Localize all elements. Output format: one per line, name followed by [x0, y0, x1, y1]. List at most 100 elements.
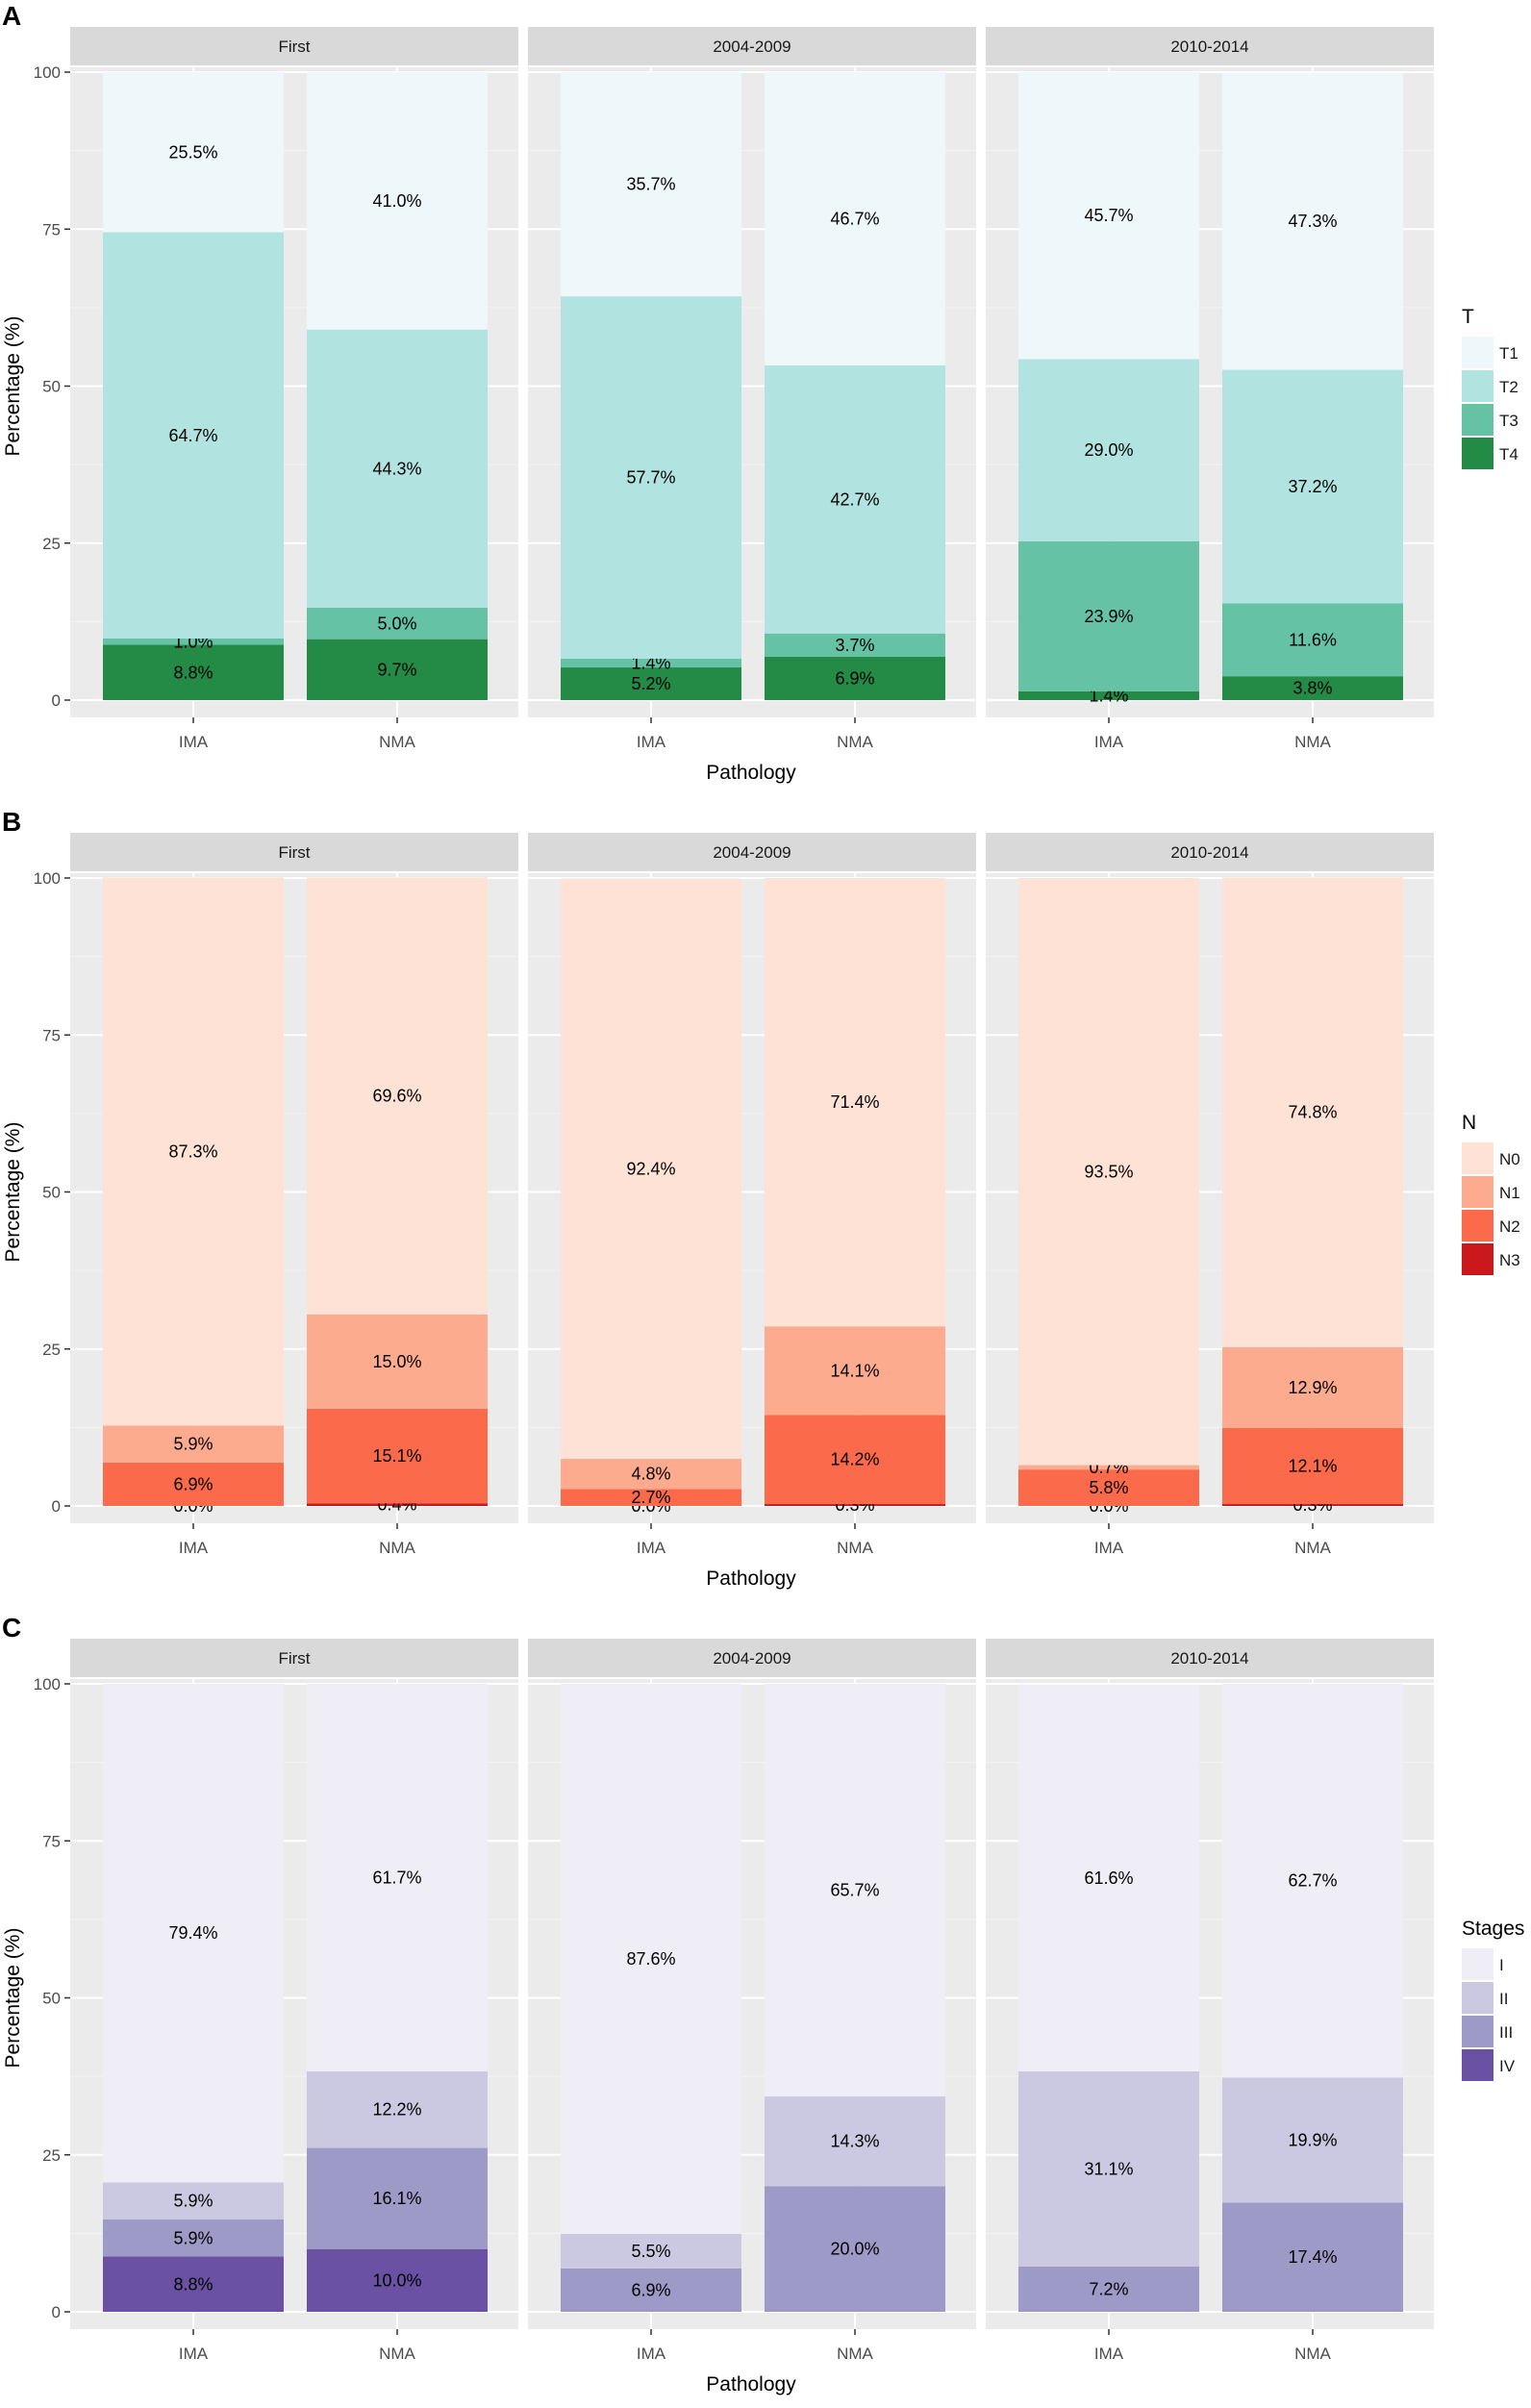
bar-data-label: 87.6% [626, 1949, 675, 1969]
legend-key-N1 [1462, 1176, 1493, 1208]
legend-label: T1 [1499, 344, 1518, 363]
y-tick-label: 75 [42, 1832, 61, 1850]
facet-strip-label: First [278, 38, 310, 56]
facet-strip-label: First [278, 843, 310, 862]
bar-data-label: 23.9% [1084, 607, 1133, 626]
bar-data-label: 19.9% [1288, 2130, 1337, 2149]
panel-letter: A [2, 1, 21, 31]
bar-segment-T2-IMA [103, 232, 284, 640]
bar-segment-N2-NMA [765, 1415, 945, 1505]
bar-segment-N2-NMA [1222, 1428, 1403, 1505]
bar-segment-III-NMA [307, 2147, 488, 2249]
facet-2004-2009: 2004-20090.0%2.7%4.8%92.4%IMA0.3%14.2%14… [528, 833, 976, 1557]
legend-title: T [1462, 306, 1474, 328]
x-tick-label: NMA [837, 733, 873, 751]
y-tick-label: 50 [42, 378, 61, 396]
bar-data-label: 71.4% [830, 1092, 879, 1112]
bar-data-label: 12.9% [1288, 1378, 1337, 1397]
bar-data-label: 12.2% [372, 2100, 421, 2120]
bar-data-label: 15.1% [372, 1446, 421, 1466]
bar-data-label: 69.6% [372, 1087, 421, 1106]
x-tick-label: IMA [637, 2345, 666, 2363]
x-tick-label: IMA [637, 1539, 666, 1557]
facet-strip [528, 1639, 976, 1677]
bar-segment-N2-IMA [1018, 1469, 1199, 1506]
bar-segment-II-NMA [307, 2070, 488, 2148]
x-axis-title: Pathology [706, 762, 796, 784]
facet-strip-label: First [278, 1649, 310, 1668]
facet-strip [528, 833, 976, 871]
bar-data-label: 64.7% [168, 426, 217, 445]
bar-data-label: 8.8% [173, 2274, 213, 2294]
legend-key-T1 [1462, 337, 1493, 368]
y-tick-label: 75 [42, 1026, 61, 1044]
bar-data-label: 3.7% [835, 636, 874, 655]
bar-segment-III-IMA [1018, 2266, 1199, 2312]
panel-C: C First 8.8% 5.9% 5.9% 79.4% IMA 10.0% 16.1% 12.2… [2, 1613, 1524, 2395]
bar-segment-II-IMA [103, 2182, 284, 2220]
bar-data-label: 93.5% [1084, 1162, 1133, 1181]
legend-key-I [1462, 1948, 1493, 1980]
y-tick-label: 0 [52, 1497, 61, 1516]
x-tick-label: IMA [1094, 733, 1124, 751]
x-tick-label: NMA [837, 1539, 873, 1557]
bar-data-label: 37.2% [1288, 477, 1337, 496]
bar-data-label: 6.9% [173, 1474, 213, 1493]
y-tick-label: 100 [34, 63, 61, 82]
facet-strip [986, 1639, 1434, 1677]
x-tick-label: NMA [1294, 1539, 1331, 1557]
bar-data-label: 61.7% [372, 1868, 421, 1887]
bar-data-label: 57.7% [626, 468, 675, 488]
y-tick-label: 25 [42, 1341, 61, 1359]
bar-data-label: 5.9% [173, 2228, 213, 2247]
bar-data-label: 41.0% [372, 191, 421, 211]
facet-strip-label: 2010-2014 [1170, 1649, 1248, 1668]
facet-strip [70, 1639, 518, 1677]
facet-strip [986, 27, 1434, 65]
bar-segment-N3-NMA [307, 1503, 488, 1506]
bar-data-label: 62.7% [1288, 1871, 1337, 1891]
x-tick-label: NMA [1294, 2345, 1331, 2363]
bar-data-label: 6.9% [631, 2280, 670, 2299]
bar-segment-T3-NMA [1222, 603, 1403, 677]
x-tick-label: IMA [1094, 2345, 1124, 2363]
bar-segment-N0-IMA [1018, 878, 1199, 1466]
legend: T T1 T2 T3 T4 [1462, 306, 1518, 469]
bar-data-label: 6.9% [835, 668, 874, 688]
legend-key-N2 [1462, 1210, 1493, 1242]
x-tick-label: IMA [179, 733, 209, 751]
bar-data-label: 65.7% [830, 1881, 879, 1900]
bar-data-label: 25.5% [168, 142, 217, 162]
legend-key-T3 [1462, 404, 1493, 436]
bar-segment-T2-NMA [1222, 369, 1403, 604]
bar-data-label: 11.6% [1289, 630, 1337, 649]
panel-letter: C [2, 1613, 21, 1643]
legend-label: N3 [1499, 1251, 1520, 1269]
bar-segment-III-IMA [103, 2220, 284, 2257]
y-tick-label: 100 [34, 869, 61, 888]
bar-data-label: 47.3% [1288, 212, 1337, 231]
bar-segment-N0-IMA [103, 877, 284, 1426]
bar-segment-N3-NMA [1222, 1504, 1403, 1506]
y-tick-label: 25 [42, 2146, 61, 2165]
facet-2010-2014: 2010-20141.4%23.9%29.0%45.7%IMA3.8%11.6%… [986, 27, 1434, 751]
bar-segment-T2-NMA [307, 329, 488, 609]
bar-segment-N1-IMA [103, 1425, 284, 1463]
bar-segment-II-NMA [765, 2096, 945, 2187]
y-tick-label: 0 [52, 691, 61, 710]
facet-First: First0.0%6.9%5.9%87.3%IMA0.4%15.1%15.0%6… [70, 833, 518, 1557]
bar-data-label: 5.9% [173, 1435, 213, 1454]
bar-data-label: 3.8% [1293, 679, 1332, 698]
legend-label: N1 [1499, 1184, 1520, 1202]
legend-label: N0 [1499, 1150, 1520, 1168]
bar-segment-N1-IMA [1018, 1465, 1199, 1470]
x-tick-label: NMA [379, 733, 415, 751]
bar-segment-I-IMA [103, 1684, 284, 2183]
x-axis-title: Pathology [706, 1568, 796, 1590]
bar-data-label: 4.8% [631, 1465, 670, 1484]
bar-segment-T3-IMA [1018, 540, 1199, 691]
bar-data-label: 5.0% [377, 614, 416, 633]
bar-segment-T3-NMA [307, 608, 488, 640]
legend-label: T4 [1499, 445, 1518, 464]
